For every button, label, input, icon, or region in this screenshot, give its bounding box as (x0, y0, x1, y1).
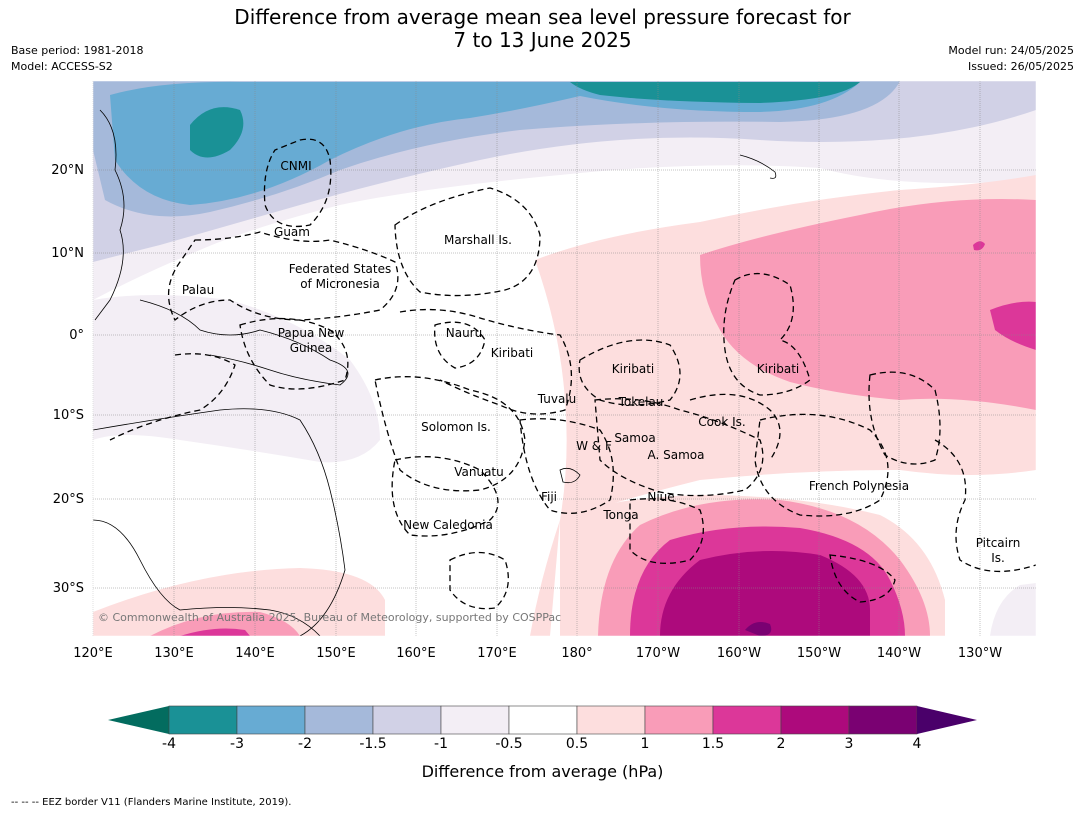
title-line-2: 7 to 13 June 2025 (453, 28, 632, 52)
colorbar-swatch (508, 705, 578, 735)
metadata-right: Model run: 24/05/2025 Issued: 26/05/2025 (948, 43, 1074, 75)
region-label: New Caledonia (403, 518, 493, 532)
region-label: Kiribati (491, 346, 533, 360)
region-label: Tonga (602, 508, 638, 522)
model-name: Model: ACCESS-S2 (11, 60, 113, 73)
region-label: Palau (182, 283, 214, 297)
longitude-tick-label: 170°W (636, 646, 680, 661)
region-label: CNMI (280, 159, 311, 173)
region-label: French Polynesia (809, 479, 909, 493)
region-label: Is. (991, 551, 1005, 565)
colorbar-tick-label: 0.5 (565, 736, 589, 752)
coastlines (93, 109, 777, 636)
eez-footnote: -- -- -- EEZ border V11 (Flanders Marine… (11, 797, 292, 808)
latitude-tick-label: 20°S (53, 492, 84, 507)
latitude-tick-label: 30°S (53, 581, 84, 596)
colorbar-swatch (236, 705, 306, 735)
metadata-left: Base period: 1981-2018 Model: ACCESS-S2 (11, 43, 143, 75)
latitude-tick-label: 20°N (51, 163, 84, 178)
longitude-tick-label: 130°E (154, 646, 194, 661)
colorbar-overflow (917, 706, 977, 734)
longitude-tick-label: 120°E (73, 646, 113, 661)
colorbar-swatch (644, 705, 714, 735)
latitude-tick-label: 10°S (53, 408, 84, 423)
colorbar-swatch (168, 705, 238, 735)
base-period: Base period: 1981-2018 (11, 44, 144, 57)
colorbar-tick-label: -1.5 (359, 736, 387, 752)
colorbar-swatch (304, 705, 374, 735)
longitude-tick-label: 130°W (958, 646, 1002, 661)
colorbar-tick-label: 2 (776, 736, 786, 752)
colorbar-tick-label: 3 (844, 736, 854, 752)
colorbar-swatch (440, 705, 510, 735)
region-label: A. Samoa (648, 448, 705, 462)
longitude-tick-label: 160°E (396, 646, 436, 661)
longitude-axis: 120°E 130°E 140°E 150°E 160°E 170°E 180° 170°W 1… (73, 646, 1002, 661)
colorbar-tick-label: 4 (912, 736, 922, 752)
region-label: Solomon Is. (421, 420, 491, 434)
colorbar-tick-label: -0.5 (495, 736, 523, 752)
colorbar-label: Difference from average (hPa) (421, 762, 664, 781)
region-label: Kiribati (612, 362, 654, 376)
colorbar-swatch (780, 705, 850, 735)
colorbar-tick-label: -3 (230, 736, 244, 752)
region-label: Tuvalu (537, 392, 577, 406)
longitude-tick-label: 170°E (477, 646, 517, 661)
region-label: Guam (274, 225, 310, 239)
colorbar-tick-label: -1 (434, 736, 448, 752)
copyright-notice: © Commonwealth of Australia 2025, Bureau… (98, 611, 561, 624)
region-label: Cook Is. (698, 415, 745, 429)
region-label: Pitcairn (976, 536, 1021, 550)
region-label: Tokelau (618, 395, 664, 409)
longitude-tick-label: 140°W (877, 646, 921, 661)
colorbar-swatch (712, 705, 782, 735)
longitude-tick-label: 150°E (316, 646, 356, 661)
region-label: Kiribati (757, 362, 799, 376)
longitude-tick-label: 150°W (797, 646, 841, 661)
region-label: Vanuatu (454, 465, 504, 479)
longitude-tick-label: 160°W (717, 646, 761, 661)
region-label: Samoa (614, 431, 655, 445)
model-run: Model run: 24/05/2025 (948, 44, 1074, 57)
region-label: W & F (576, 439, 612, 453)
colorbar (108, 705, 977, 735)
colorbar-tick-label: -2 (298, 736, 312, 752)
latitude-tick-label: 10°N (51, 246, 84, 261)
colorbar-tick-label: -4 (162, 736, 176, 752)
colorbar-tick-label: 1 (640, 736, 650, 752)
anomaly-field (93, 81, 1036, 636)
region-label: Fiji (541, 490, 557, 504)
latitude-tick-label: 0° (69, 328, 84, 343)
colorbar-tick-label: 1.5 (701, 736, 725, 752)
colorbar-swatch (576, 705, 646, 735)
colorbar-underflow (108, 706, 169, 734)
region-label: Marshall Is. (444, 233, 512, 247)
colorbar-swatch (372, 705, 442, 735)
title-line-1: Difference from average mean sea level p… (234, 5, 851, 29)
region-label: Guinea (290, 341, 333, 355)
region-label: Niue (647, 490, 674, 504)
eez-borders (109, 138, 1036, 610)
longitude-tick-label: 140°E (235, 646, 275, 661)
region-label: Papua New (278, 326, 345, 340)
region-label: of Micronesia (300, 277, 380, 291)
issued-date: Issued: 26/05/2025 (967, 60, 1074, 73)
region-label: Federated States (289, 262, 391, 276)
longitude-tick-label: 180° (561, 646, 592, 661)
chart-title: Difference from average mean sea level p… (0, 6, 1085, 52)
colorbar-swatch (848, 705, 918, 735)
latitude-axis: 20°N 10°N 0° 10°S 20°S 30°S (51, 163, 84, 596)
region-label: Nauru (446, 326, 482, 340)
